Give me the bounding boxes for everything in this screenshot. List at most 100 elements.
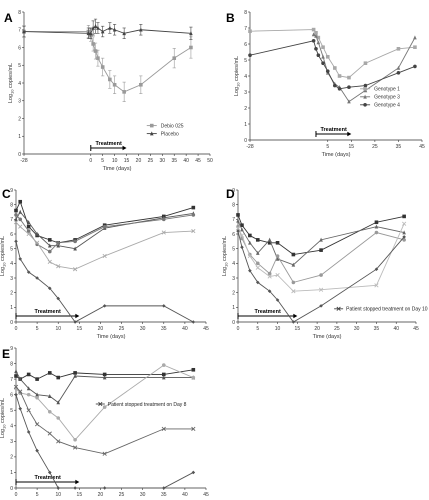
data-point xyxy=(56,400,61,405)
data-point xyxy=(402,221,407,226)
data-point xyxy=(333,66,337,70)
treatment-label: Treatment xyxy=(35,309,61,315)
data-point xyxy=(161,230,166,235)
data-point xyxy=(72,445,78,450)
y-tick-label: 3 xyxy=(18,99,21,105)
series-line xyxy=(237,214,405,256)
y-tick-label: 4 xyxy=(10,261,13,267)
data-point xyxy=(139,82,143,87)
x-tick-label: 5 xyxy=(36,492,39,498)
data-point xyxy=(347,85,351,89)
data-point xyxy=(347,75,351,80)
data-point xyxy=(191,470,196,475)
data-point xyxy=(325,55,330,59)
data-point xyxy=(73,437,77,442)
series-line xyxy=(15,241,194,323)
data-point xyxy=(248,240,252,245)
data-point xyxy=(374,267,379,271)
data-point xyxy=(236,229,240,233)
data-point xyxy=(34,240,40,245)
data-point xyxy=(26,392,31,397)
data-point xyxy=(112,27,117,32)
y-tick-label: 9 xyxy=(10,188,13,194)
legend-marker xyxy=(149,131,154,136)
data-point xyxy=(26,386,31,391)
legend-marker xyxy=(363,87,367,91)
data-point xyxy=(248,53,252,57)
data-point xyxy=(56,375,61,380)
x-tick-label: 45 xyxy=(203,492,209,498)
data-point xyxy=(316,40,321,45)
data-point xyxy=(47,238,52,242)
data-point xyxy=(102,253,107,259)
y-tick-label: 5 xyxy=(232,246,235,252)
annotation: Patient stopped treatment on Day 10 xyxy=(334,307,428,313)
data-point xyxy=(122,31,126,36)
data-point xyxy=(102,486,107,490)
data-point xyxy=(96,25,100,30)
data-point xyxy=(102,405,107,409)
data-point xyxy=(26,231,31,237)
data-point xyxy=(374,224,379,229)
data-point xyxy=(102,375,107,380)
data-point xyxy=(235,226,241,231)
data-point xyxy=(47,431,52,436)
y-tick-label: 0 xyxy=(244,138,247,144)
data-point xyxy=(47,394,52,399)
data-point xyxy=(321,45,325,49)
data-point xyxy=(73,239,77,244)
data-point xyxy=(18,389,23,394)
y-tick-label: 3 xyxy=(244,90,247,96)
panel-letter: B xyxy=(226,11,235,25)
y-tick-label: 8 xyxy=(18,10,21,16)
x-axis-title: Time (days) xyxy=(97,334,126,340)
data-point xyxy=(100,29,105,34)
data-point xyxy=(275,254,280,258)
series-3 xyxy=(248,39,417,91)
y-tick-label: 4 xyxy=(10,424,13,430)
x-tick-label: 35 xyxy=(161,326,167,332)
data-point xyxy=(291,320,296,324)
y-tick-label: 1 xyxy=(232,305,235,311)
data-point xyxy=(321,61,325,65)
data-point xyxy=(321,54,325,59)
data-point xyxy=(267,271,272,276)
legend-marker xyxy=(149,123,154,128)
data-point xyxy=(161,486,166,490)
x-tick-label: 30 xyxy=(140,326,146,332)
data-point xyxy=(34,422,40,427)
y-axis-title: Log10 copies/mL xyxy=(0,398,7,438)
data-point xyxy=(402,230,406,235)
data-point xyxy=(35,392,39,397)
y-tick-label: 1 xyxy=(10,470,13,476)
series-2 xyxy=(236,218,406,267)
data-point xyxy=(108,77,112,82)
treatment-label: Treatment xyxy=(320,127,346,133)
data-point xyxy=(14,217,18,222)
x-tick-label: 25 xyxy=(372,144,378,150)
data-point xyxy=(191,367,196,372)
series-line xyxy=(15,364,194,441)
data-point xyxy=(236,213,240,217)
data-point xyxy=(161,217,166,222)
data-point xyxy=(337,87,342,91)
series-1 xyxy=(248,27,417,80)
data-point xyxy=(161,426,166,432)
data-point xyxy=(239,233,245,238)
data-point xyxy=(255,280,260,285)
data-point xyxy=(319,304,323,308)
series-line xyxy=(15,214,194,253)
x-tick-label: 15 xyxy=(77,326,83,332)
data-point xyxy=(248,29,252,33)
data-point xyxy=(248,268,252,273)
series-4 xyxy=(13,384,196,456)
data-point xyxy=(102,372,107,377)
legend-label: Placebo xyxy=(161,131,179,137)
legend-marker xyxy=(363,103,367,107)
data-point xyxy=(333,83,337,88)
data-point xyxy=(14,208,18,213)
data-point xyxy=(291,262,296,267)
data-point xyxy=(396,71,401,75)
data-point xyxy=(413,45,417,49)
x-tick-label: 35 xyxy=(171,158,177,164)
